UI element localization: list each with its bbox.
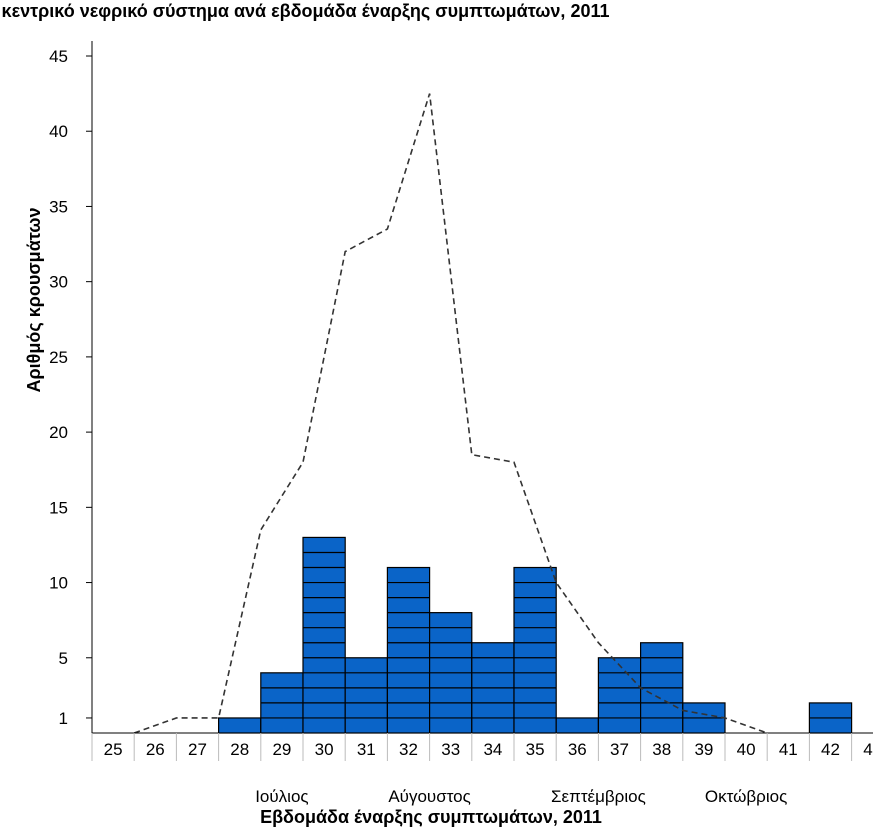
y-tick-label: 10 xyxy=(49,574,68,593)
bars xyxy=(218,536,853,734)
y-tick-label: 30 xyxy=(49,273,68,292)
bar xyxy=(682,702,726,734)
x-tick-label: 32 xyxy=(399,740,418,759)
x-tick-label: 30 xyxy=(315,740,334,759)
y-tick-label: 5 xyxy=(59,649,68,668)
x-tick-label: 31 xyxy=(357,740,376,759)
y-tick-label: 45 xyxy=(49,47,68,66)
bar xyxy=(302,536,346,734)
bar xyxy=(471,642,515,734)
month-label: Σεπτέμβριος xyxy=(551,787,646,806)
y-tick-label: 25 xyxy=(49,348,68,367)
x-tick-label: 35 xyxy=(526,740,545,759)
bar xyxy=(429,612,473,734)
y-tick-label: 20 xyxy=(49,423,68,442)
x-axis: 25 26 27 28 29 30 31 32 33 34 35 36 37 38 39 40 41 42 43 xyxy=(91,732,873,761)
y-tick-label: 35 xyxy=(49,197,68,216)
bar xyxy=(639,642,684,734)
bar xyxy=(555,717,600,734)
bar xyxy=(513,566,557,734)
bar-fill xyxy=(344,657,389,734)
bar xyxy=(386,566,431,734)
y-tick-label: 1 xyxy=(59,709,68,728)
x-tick-label: 40 xyxy=(737,740,756,759)
dashed-line-series xyxy=(133,93,768,734)
dashed-line xyxy=(133,93,768,734)
x-tick-label: 43 xyxy=(863,740,873,759)
x-tick-label: 39 xyxy=(694,740,713,759)
x-tick-label: 42 xyxy=(821,740,840,759)
bar xyxy=(260,672,304,734)
bar-fill xyxy=(597,657,642,734)
y-tick-label: 40 xyxy=(49,122,68,141)
chart-title: ...το κεντρικό νεφρικό σύστημα ανά εβδομ… xyxy=(0,1,610,22)
month-label: Ιούλιος xyxy=(255,787,308,806)
month-labels: Ιούλιος Αύγουστος Σεπτέμβριος Οκτώβριος xyxy=(255,787,787,806)
month-label: Αύγουστος xyxy=(388,787,471,806)
bar-fill xyxy=(513,566,557,734)
x-tick-label: 27 xyxy=(188,740,207,759)
x-axis-label: Εβδομάδα έναρξης συμπτωμάτων, 2011 xyxy=(260,807,602,828)
bar xyxy=(344,657,389,734)
bar xyxy=(808,702,853,734)
bar-fill xyxy=(302,536,346,734)
y-axis-label: Αριθμός κρουσμάτων xyxy=(24,207,44,392)
x-tick-label: 25 xyxy=(104,740,123,759)
x-tick-label: 29 xyxy=(272,740,291,759)
x-tick-label: 28 xyxy=(230,740,249,759)
month-label: Οκτώβριος xyxy=(705,787,787,806)
x-tick-label: 41 xyxy=(779,740,798,759)
x-tick-label: 26 xyxy=(146,740,165,759)
bar-fill xyxy=(386,566,431,734)
bar-fill xyxy=(555,717,600,734)
x-tick-label: 37 xyxy=(610,740,629,759)
x-tick-label: 33 xyxy=(441,740,460,759)
x-tick-label: 38 xyxy=(652,740,671,759)
x-tick-label: 36 xyxy=(568,740,587,759)
bar xyxy=(597,657,642,734)
y-tick-label: 15 xyxy=(49,498,68,517)
bar xyxy=(218,717,262,734)
bar-fill xyxy=(218,717,262,734)
x-tick-label: 34 xyxy=(483,740,502,759)
